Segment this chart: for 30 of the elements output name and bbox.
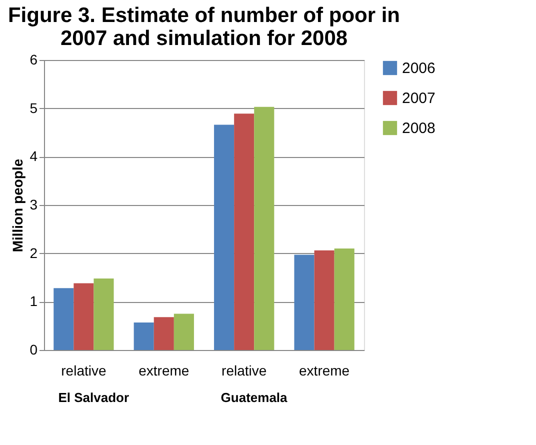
bar — [94, 278, 114, 350]
y-tick-label: 3 — [30, 196, 38, 212]
y-tick-label: 2 — [30, 244, 38, 261]
y-tick-label: 6 — [30, 52, 38, 68]
y-axis-title: Million people — [10, 158, 26, 252]
text: Guatemala — [220, 390, 288, 405]
y-tick-label: 1 — [30, 293, 38, 310]
bar — [334, 248, 354, 350]
bar — [154, 317, 174, 350]
text: El Salvador — [58, 390, 130, 405]
legend-label: 2008 — [402, 120, 436, 137]
y-tick-label: 5 — [30, 100, 38, 116]
bar — [234, 114, 254, 350]
bar — [174, 314, 194, 350]
x-tick-label: extreme — [299, 362, 350, 378]
bar — [134, 322, 154, 350]
y-tick-label: 4 — [30, 148, 38, 164]
x-tick-label: relative — [61, 362, 106, 378]
legend-label: 2007 — [402, 90, 436, 107]
legend-label: 2006 — [402, 60, 436, 77]
bar — [74, 283, 94, 350]
bar — [294, 254, 314, 350]
y-tick-label: 0 — [30, 342, 38, 358]
chart-title: Figure 3. Estimate of number of poor in 2007 and simulation for 2008 — [8, 4, 400, 50]
bar — [54, 288, 74, 350]
x-tick-label: extreme — [138, 362, 190, 378]
x-tick-label: relative — [222, 362, 267, 378]
bar — [214, 124, 234, 350]
bar — [314, 250, 334, 350]
bar — [254, 106, 274, 350]
